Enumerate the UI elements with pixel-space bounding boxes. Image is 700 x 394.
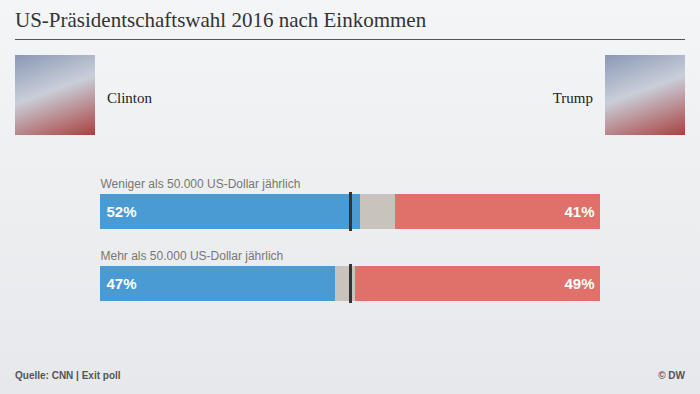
svg-text:52%: 52% xyxy=(107,203,137,220)
svg-text:Weniger als 50.000 US-Dollar j: Weniger als 50.000 US-Dollar jährlich xyxy=(101,177,301,191)
svg-text:41%: 41% xyxy=(564,203,594,220)
html-text:US-Präsidentschaftswahl 2016 n: US-Präsidentschaftswahl 2016 nach Einkom… xyxy=(15,8,427,32)
svg-text:49%: 49% xyxy=(564,275,594,292)
html-text:© DW: © DW xyxy=(658,370,685,381)
svg-text:Mehr als 50.000 US-Dollar jähr: Mehr als 50.000 US-Dollar jährlich xyxy=(101,249,284,263)
html-text:Clinton: Clinton xyxy=(107,90,152,106)
svg-text:47%: 47% xyxy=(107,275,137,292)
html-text:Trump: Trump xyxy=(552,90,593,106)
html-text:Quelle: CNN | Exit poll: Quelle: CNN | Exit poll xyxy=(15,370,121,381)
